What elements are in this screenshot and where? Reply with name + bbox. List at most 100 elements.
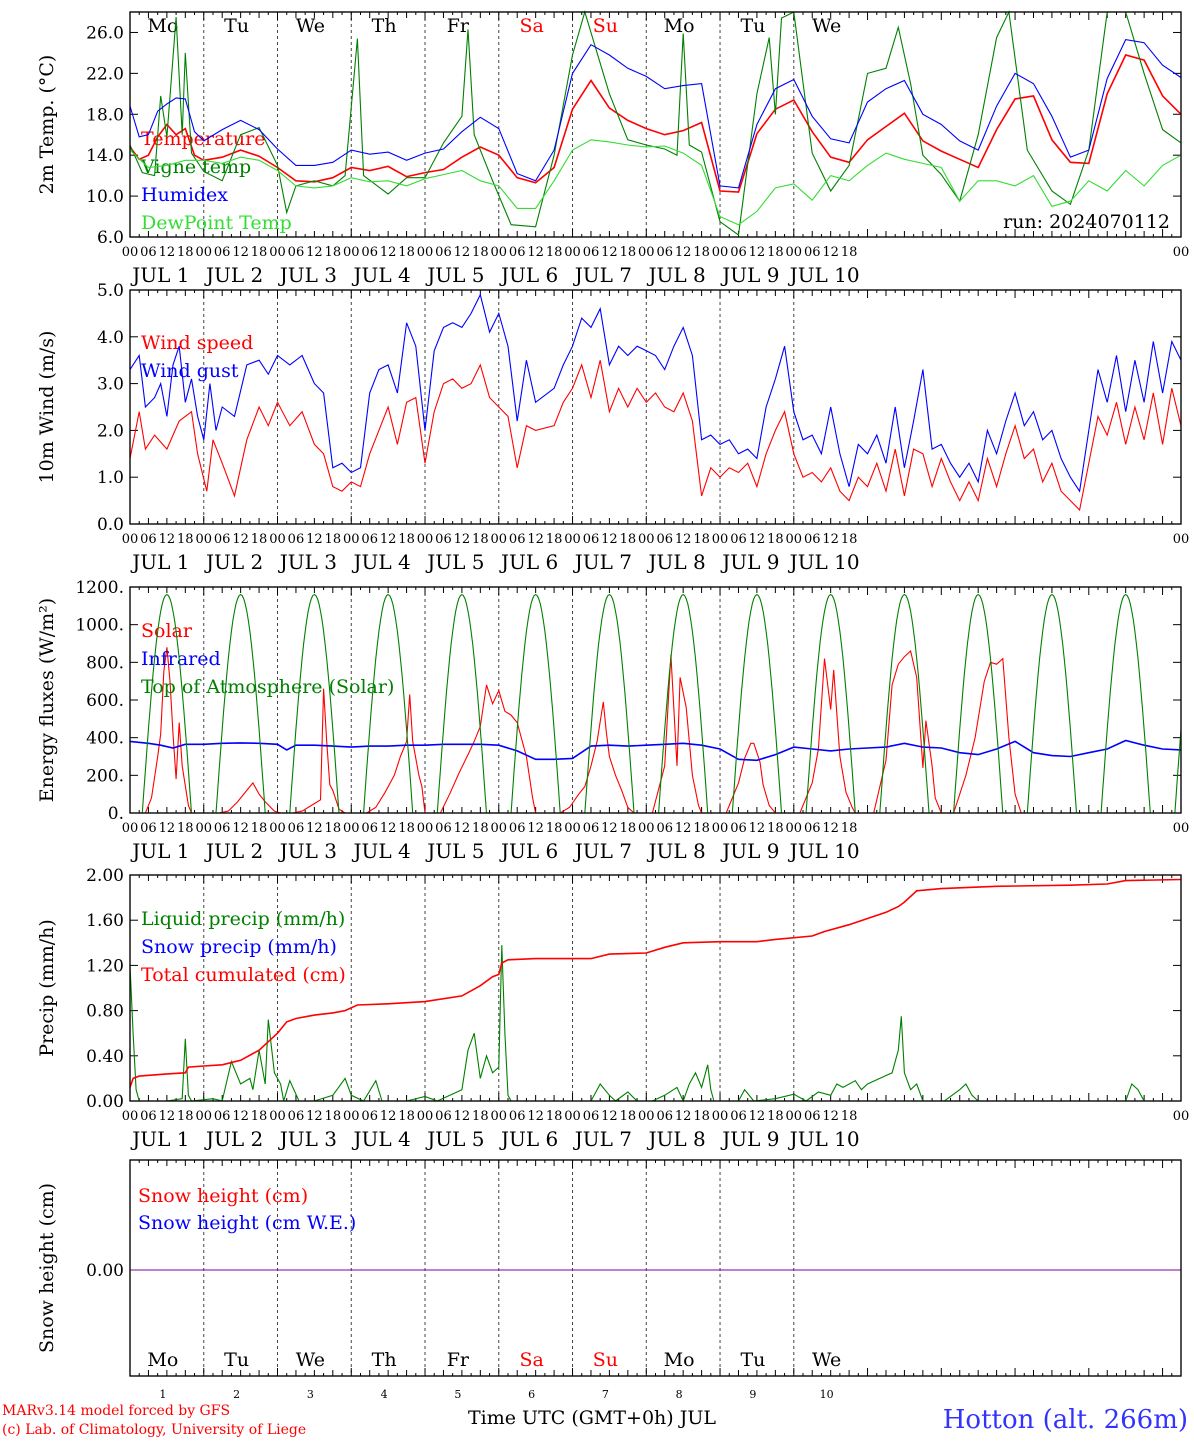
hour-tick-label: 00 (712, 532, 729, 547)
y-tick-label: 1200. (75, 578, 124, 598)
hour-tick-label: 06 (214, 245, 231, 260)
legend-entry: DewPoint Temp (141, 212, 292, 234)
hour-tick-label: 18 (546, 245, 563, 260)
hour-tick-label: 12 (749, 1109, 766, 1124)
y-tick-label: 1.20 (86, 956, 124, 976)
hour-tick-label: 18 (177, 245, 194, 260)
hour-tick-label: 00 (712, 245, 729, 260)
hour-tick-label: 12 (675, 1109, 692, 1124)
hour-tick-label: 00 (490, 532, 507, 547)
date-label: JUL 4 (352, 550, 411, 574)
hour-tick-label: 18 (251, 532, 268, 547)
date-label: JUL 3 (278, 550, 337, 574)
hour-tick-label: 06 (656, 532, 673, 547)
hour-tick-label: 18 (325, 532, 342, 547)
date-label: JUL 6 (499, 550, 558, 574)
day-number-label: 1 (159, 1388, 166, 1401)
hour-tick-label: 06 (804, 532, 821, 547)
hour-tick-label: 00 (269, 821, 286, 836)
hour-tick-label: 00 (195, 245, 212, 260)
hour-tick-label: 00 (786, 821, 803, 836)
hour-tick-label: 12 (306, 821, 323, 836)
hour-tick-label: 12 (822, 1109, 839, 1124)
hour-tick-label: 00 (417, 245, 434, 260)
date-label: JUL 6 (499, 1127, 558, 1151)
date-label: JUL 4 (352, 263, 411, 287)
y-axis-label: Snow height (cm) (36, 1183, 58, 1353)
panel-frame-overlay (129, 874, 1182, 1102)
day-number-label: 10 (820, 1388, 834, 1401)
date-label: JUL 9 (720, 839, 779, 863)
hour-tick-label: 00 (343, 532, 360, 547)
legend-entry: Top of Atmosphere (Solar) (141, 676, 394, 698)
y-tick-label: 0.80 (86, 1002, 124, 1022)
hour-tick-label: 18 (177, 532, 194, 547)
hour-tick-label: 00 (1173, 1109, 1190, 1124)
date-label: JUL 5 (425, 839, 484, 863)
hour-tick-label: 00 (490, 1109, 507, 1124)
hour-tick-label: 06 (435, 245, 452, 260)
hour-tick-label: 12 (159, 1109, 176, 1124)
y-tick-label: 22.0 (86, 64, 124, 84)
hour-tick-label: 18 (546, 821, 563, 836)
hour-tick-label: 06 (288, 821, 305, 836)
hour-tick-label: 12 (675, 245, 692, 260)
hour-tick-label: 12 (232, 1109, 249, 1124)
legend-entry: Snow height (cm W.E.) (138, 1212, 356, 1234)
y-tick-label: 3.0 (97, 375, 124, 395)
hour-tick-label: 06 (361, 532, 378, 547)
hour-tick-label: 18 (251, 1109, 268, 1124)
hour-tick-label: 06 (214, 1109, 231, 1124)
series-line-vigne-temp (129, 10, 1182, 236)
hour-tick-label: 06 (583, 1109, 600, 1124)
hour-tick-label: 12 (159, 245, 176, 260)
hour-tick-label: 06 (140, 532, 157, 547)
hour-tick-label: 06 (214, 821, 231, 836)
hour-tick-label: 00 (564, 1109, 581, 1124)
hour-tick-label: 18 (767, 1109, 784, 1124)
day-number-label: 7 (602, 1388, 609, 1401)
hour-tick-label: 12 (454, 1109, 471, 1124)
series-line-solar (130, 647, 1181, 814)
y-tick-label: 18.0 (86, 105, 124, 125)
hour-tick-label: 06 (361, 245, 378, 260)
hour-tick-label: 18 (177, 821, 194, 836)
hour-tick-label: 12 (601, 821, 618, 836)
hour-tick-label: 06 (140, 245, 157, 260)
series-line-wind-gust (129, 293, 1182, 493)
y-tick-label: 1000. (75, 616, 124, 636)
hour-tick-label: 12 (601, 1109, 618, 1124)
hour-tick-label: 12 (822, 821, 839, 836)
legend-entry: Humidex (141, 184, 228, 206)
hour-tick-label: 18 (472, 245, 489, 260)
hour-tick-label: 06 (730, 532, 747, 547)
hour-tick-label: 18 (620, 1109, 637, 1124)
y-axis-label: 10m Wind (m/s) (36, 331, 58, 484)
hour-tick-label: 18 (472, 1109, 489, 1124)
y-tick-label: 600. (86, 691, 124, 711)
date-label: JUL 1 (130, 263, 189, 287)
hour-tick-label: 18 (472, 821, 489, 836)
panel-frame-overlay (129, 289, 1182, 525)
legend-entry: Wind speed (141, 332, 253, 354)
weekday-label: Su (593, 1349, 618, 1371)
y-tick-label: 26.0 (86, 23, 124, 43)
series-line-total-cumulated-cm- (129, 878, 1182, 1088)
day-number-label: 9 (749, 1388, 756, 1401)
date-label: JUL 3 (278, 263, 337, 287)
legend-entry: Snow precip (mm/h) (141, 936, 337, 958)
hour-tick-label: 06 (361, 1109, 378, 1124)
hour-tick-label: 00 (269, 1109, 286, 1124)
y-tick-label: 10.0 (86, 187, 124, 207)
hour-tick-label: 12 (527, 1109, 544, 1124)
hour-tick-label: 00 (638, 245, 655, 260)
date-label: JUL 8 (647, 263, 706, 287)
date-label: JUL 6 (499, 263, 558, 287)
weekday-label: Mo (147, 1349, 178, 1371)
hour-tick-label: 12 (380, 245, 397, 260)
hour-tick-label: 12 (749, 532, 766, 547)
hour-tick-label: 12 (454, 532, 471, 547)
panel-5: 0.00 Snow height (cm) Mo 1 Tu 2 We 3 Th 4 Fr 5 Sa 6 Su… (36, 1159, 1182, 1401)
hour-tick-label: 06 (509, 1109, 526, 1124)
